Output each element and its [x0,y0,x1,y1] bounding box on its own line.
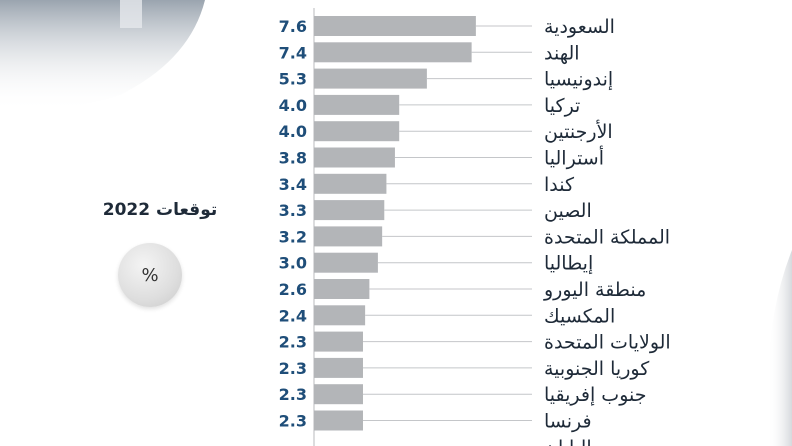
category-label: كوريا الجنوبية [544,358,650,380]
value-label: 3.8 [279,149,307,168]
value-label: 4.0 [279,96,307,115]
bar [314,42,472,63]
value-label: 2.4 [279,306,307,325]
category-label: الهند [544,42,580,64]
category-label: المكسيك [544,305,615,327]
value-label: 3.0 [279,254,307,273]
bar [314,410,363,431]
forecast-label: توقعات 2022 [102,200,218,220]
bar [314,173,387,194]
category-label: الولايات المتحدة [544,332,671,354]
value-label: 4.0 [279,122,307,141]
bar [314,94,400,115]
bar [314,200,385,221]
category-label: كندا [544,174,575,196]
value-label: 2.3 [279,359,307,378]
category-label: تركيا [544,95,580,117]
value-label: 3.2 [279,227,307,246]
bar [314,252,378,273]
category-label: إندونيسيا [544,69,613,92]
category-label: أستراليا [544,146,604,170]
bar [314,305,366,326]
value-label: 2.3 [279,333,307,352]
category-label: الصين [544,200,592,222]
bar [314,384,363,405]
value-label: 7.4 [279,43,307,62]
bar [314,226,383,247]
category-label: منطقة اليورو [543,279,646,301]
value-label: 2.3 [279,412,307,431]
bar [314,331,363,352]
category-label: إيطاليا [544,253,593,276]
percent-unit-label: % [141,264,159,286]
bar [314,68,427,89]
value-label: 3.4 [279,175,307,194]
bar [314,147,395,168]
category-label: اليابان [544,437,592,446]
bar [314,121,400,142]
percent-unit-badge: % [118,243,182,307]
bar [314,16,476,36]
value-label: 5.3 [279,70,307,89]
category-label: السعودية [544,16,615,38]
category-label: الأرجنتين [544,120,613,143]
value-label: 2.6 [279,280,307,299]
bar [314,357,363,378]
value-label: 3.3 [279,201,307,220]
category-label: المملكة المتحدة [544,226,670,248]
value-label: 2.3 [279,385,307,404]
category-label: فرنسا [544,411,592,433]
category-label: جنوب إفريقيا [544,384,647,407]
value-label: 7.6 [279,17,307,36]
bar [314,279,370,299]
